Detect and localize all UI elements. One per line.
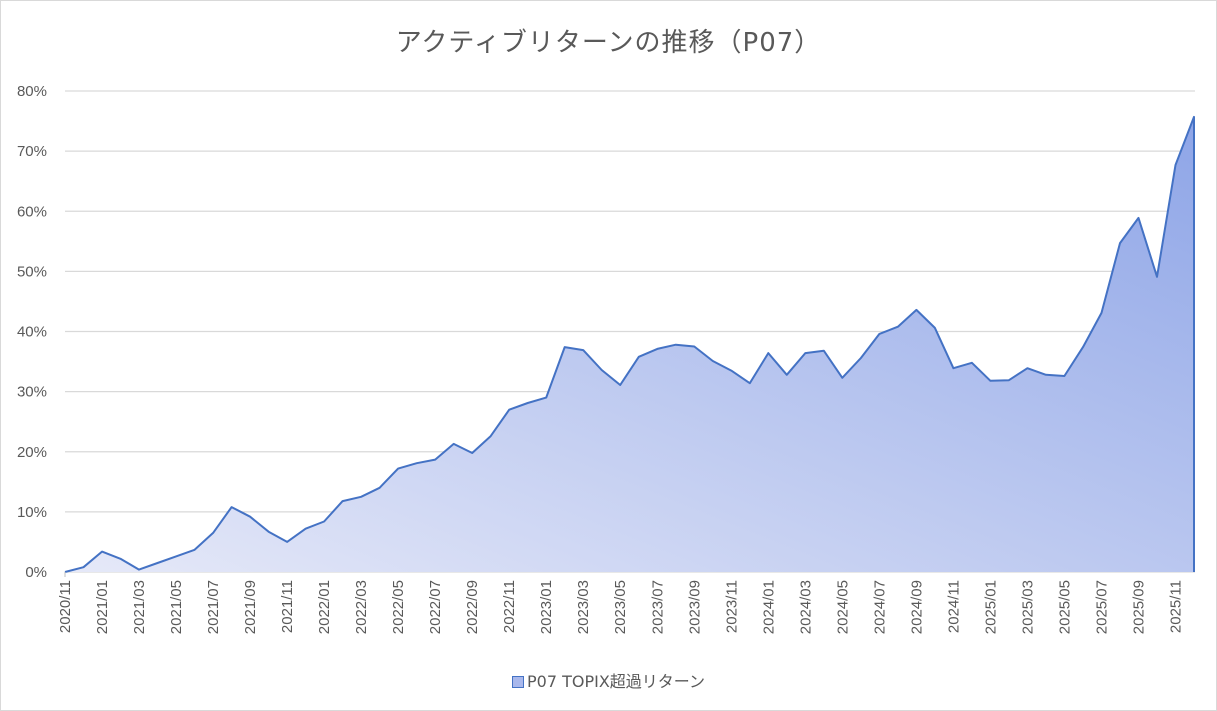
x-tick-label: 2021/01 [94, 580, 111, 634]
x-tick-label: 2021/05 [168, 580, 185, 634]
x-tick-label: 2022/11 [501, 580, 518, 633]
x-tick-label: 2025/01 [982, 580, 999, 634]
x-tick-label: 2020/11 [57, 580, 74, 633]
x-tick-label: 2024/01 [760, 580, 777, 634]
x-tick-label: 2024/05 [834, 580, 851, 634]
x-tick-label: 2024/11 [945, 580, 962, 633]
x-tick-label: 2021/07 [205, 580, 222, 634]
x-tick-label: 2022/03 [353, 580, 370, 634]
x-tick-label: 2025/09 [1131, 580, 1148, 634]
y-axis-ticks: 0% 10% 20% 30% 40% 50% 60% 70% 80% [17, 83, 47, 581]
area-series-line [64, 115, 1195, 573]
y-tick-label: 10% [17, 504, 47, 521]
x-tick-label: 2023/07 [649, 580, 666, 634]
x-tick-label: 2023/05 [612, 580, 629, 634]
legend-label: P07 TOPIX超過リターン [527, 672, 705, 691]
x-tick-label: 2021/03 [131, 580, 148, 634]
x-tick-label: 2025/05 [1056, 580, 1073, 634]
x-tick-label: 2024/09 [908, 580, 925, 634]
chart-title: アクティブリターンの推移（P07） [395, 28, 822, 58]
y-tick-label: 40% [17, 324, 47, 341]
x-tick-label: 2025/07 [1094, 580, 1111, 634]
y-tick-label: 50% [17, 263, 47, 280]
x-tick-label: 2023/09 [686, 580, 703, 634]
x-tick-label: 2021/09 [242, 580, 259, 634]
x-tick-label: 2022/05 [390, 580, 407, 634]
x-tick-label: 2025/03 [1019, 580, 1036, 634]
x-axis-ticks: 2020/11 2021/01 2021/03 2021/05 2021/07 2021/… [57, 572, 1185, 634]
y-tick-label: 80% [17, 83, 47, 100]
x-tick-label: 2022/07 [427, 580, 444, 634]
y-tick-label: 70% [17, 143, 47, 160]
area-series-fill [65, 116, 1194, 573]
x-tick-label: 2023/11 [723, 580, 740, 633]
y-tick-label: 0% [25, 564, 47, 581]
x-tick-label: 2024/07 [871, 580, 888, 634]
x-tick-label: 2025/11 [1168, 580, 1185, 633]
x-tick-label: 2024/03 [797, 580, 814, 634]
x-tick-label: 2021/11 [279, 580, 296, 633]
x-tick-label: 2023/01 [538, 580, 555, 634]
x-tick-label: 2022/01 [316, 580, 333, 634]
y-tick-label: 20% [17, 444, 47, 461]
legend-swatch-icon [512, 675, 524, 688]
legend: P07 TOPIX超過リターン [0, 668, 1217, 692]
y-tick-label: 60% [17, 203, 47, 220]
y-tick-label: 30% [17, 384, 47, 401]
x-tick-label: 2023/03 [575, 580, 592, 634]
x-tick-label: 2022/09 [464, 580, 481, 634]
